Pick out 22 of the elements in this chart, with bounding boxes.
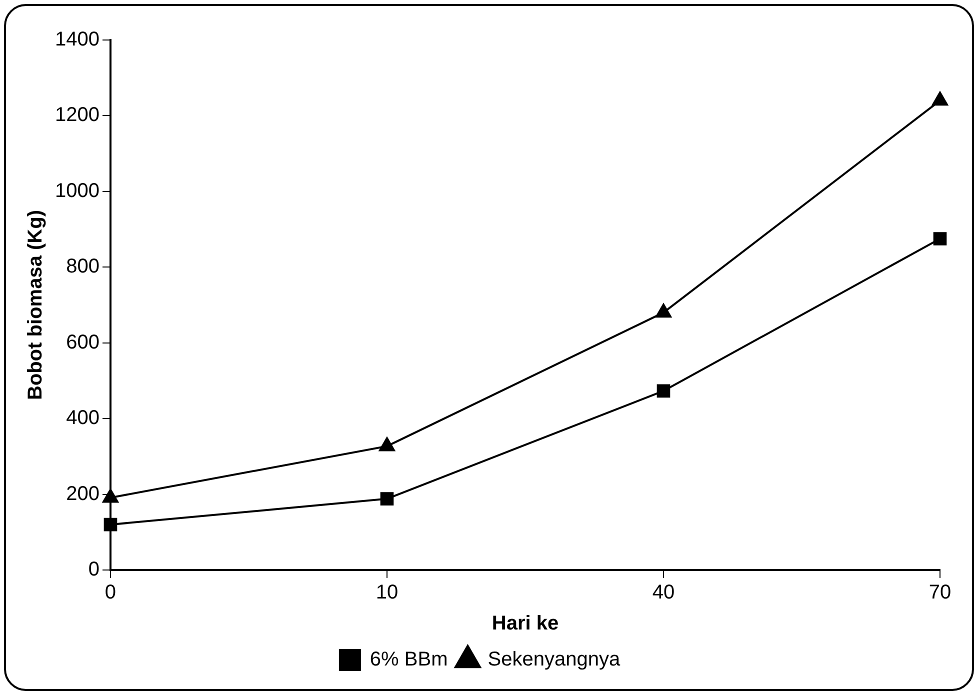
x-axis-title: Hari ke — [492, 612, 559, 635]
point — [933, 232, 947, 246]
point — [104, 518, 118, 532]
legend-label: 6% BBm — [370, 648, 448, 671]
point — [932, 92, 948, 106]
y-axis-title: Bobot biomasa (Kg) — [24, 210, 47, 400]
y-tick-label: 600 — [66, 331, 100, 354]
x-tick-label: 70 — [928, 582, 952, 604]
legend-label: Sekenyangnya — [488, 648, 621, 671]
y-tick-label: 400 — [66, 407, 100, 430]
y-tick-label: 200 — [66, 482, 100, 505]
point — [656, 384, 670, 398]
point — [656, 304, 672, 318]
x-tick-label: 10 — [376, 582, 398, 604]
y-tick-label: 1000 — [54, 180, 100, 202]
y-tick-label: 0 — [88, 558, 100, 581]
y-tick-label: 800 — [66, 256, 100, 278]
y-tick-label: 1200 — [54, 104, 100, 126]
x-tick-label: 0 — [104, 582, 116, 604]
point — [380, 492, 394, 506]
y-tick-label: 1400 — [54, 28, 100, 51]
x-tick-label: 40 — [652, 582, 675, 604]
